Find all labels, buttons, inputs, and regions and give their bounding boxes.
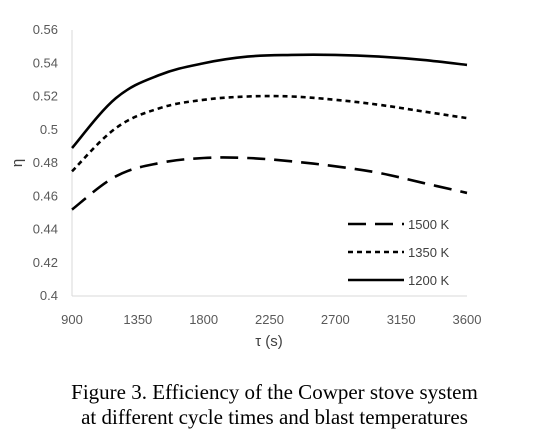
y-tick-label: 0.54: [33, 55, 58, 70]
y-tick-label: 0.56: [33, 22, 58, 37]
y-tick-label: 0.46: [33, 188, 58, 203]
y-axis-label: η: [9, 159, 26, 167]
y-tick-label: 0.44: [33, 222, 58, 237]
series-line-1350-k: [71, 94, 468, 173]
series-line-1200-k: [71, 53, 468, 149]
y-tick-label: 0.48: [33, 155, 58, 170]
legend: 1500 K 1350 K 1200 K: [348, 217, 450, 288]
figure-caption-line-2: at different cycle times and blast tempe…: [81, 405, 468, 429]
x-tick-label: 1800: [189, 312, 218, 327]
y-tick-label: 0.52: [33, 89, 58, 104]
legend-label: 1200 K: [408, 273, 450, 288]
x-tick-labels: 900 1350 1800 2250 2700 3150 3600: [61, 312, 481, 327]
x-tick-label: 900: [61, 312, 83, 327]
x-tick-label: 1350: [123, 312, 152, 327]
series-line-1500-k: [71, 156, 468, 211]
x-tick-label: 2250: [255, 312, 284, 327]
series-lines: [71, 53, 468, 211]
x-tick-label: 2700: [321, 312, 350, 327]
y-tick-label: 0.4: [40, 288, 58, 303]
y-tick-label: 0.5: [40, 122, 58, 137]
legend-label: 1500 K: [408, 217, 450, 232]
y-tick-label: 0.42: [33, 255, 58, 270]
x-tick-label: 3600: [453, 312, 482, 327]
x-tick-label: 3150: [387, 312, 416, 327]
x-axis-label: τ (s): [255, 333, 283, 350]
figure-caption-line-1: Figure 3. Efficiency of the Cowper stove…: [71, 380, 478, 404]
legend-label: 1350 K: [408, 245, 450, 260]
y-tick-labels: 0.4 0.42 0.44 0.46 0.48 0.5 0.52 0.54 0.56: [33, 22, 58, 303]
